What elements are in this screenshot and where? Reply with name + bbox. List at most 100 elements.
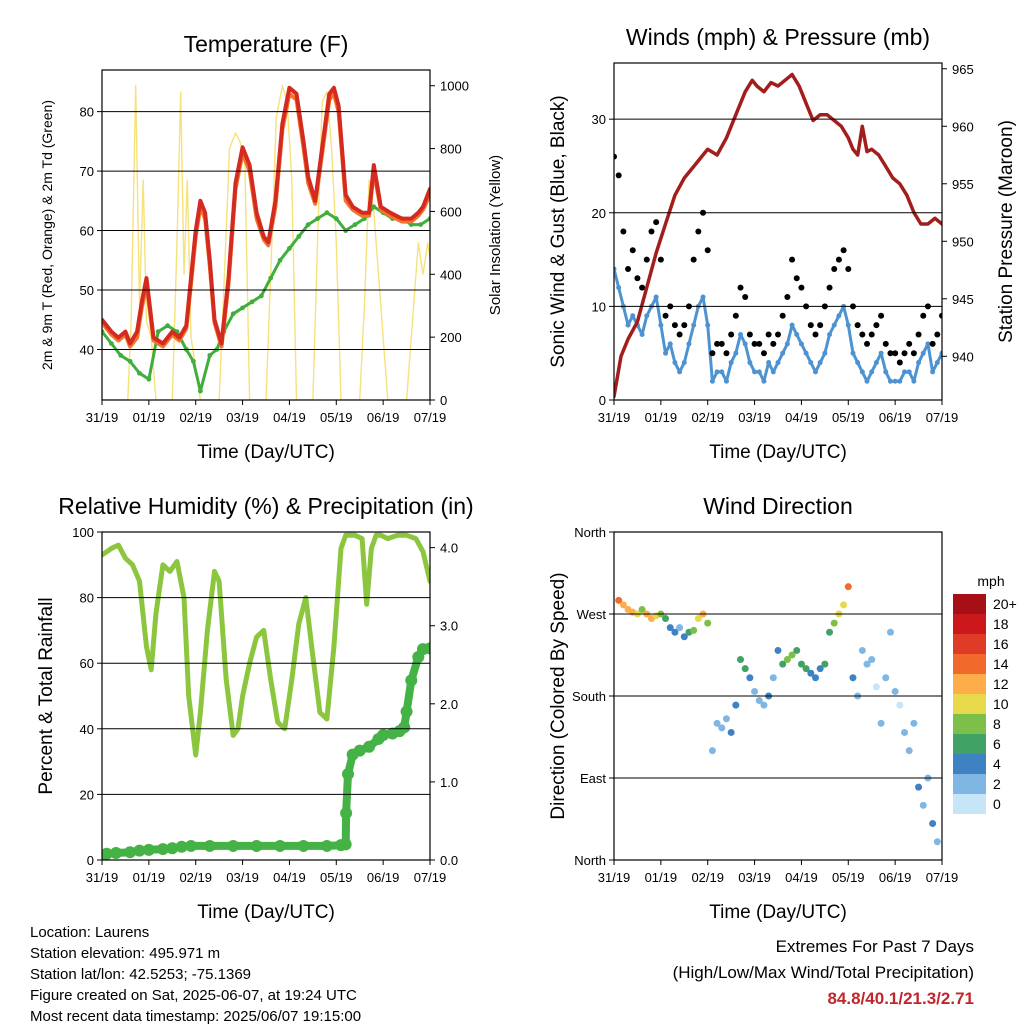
wind-point xyxy=(831,322,837,328)
legend-label: 18 xyxy=(993,616,1009,632)
x-tick-label: 02/19 xyxy=(179,870,212,885)
wind-point xyxy=(789,322,795,328)
dewpoint-point xyxy=(108,341,114,346)
direction-point xyxy=(807,669,815,677)
x-tick-label: 06/19 xyxy=(879,410,912,425)
direction-point xyxy=(755,697,763,705)
chart-title: Winds (mph) & Pressure (mb) xyxy=(626,24,930,50)
wind-point xyxy=(719,369,725,375)
y-right-tick-label: 940 xyxy=(952,349,974,364)
wind-point xyxy=(742,341,748,347)
legend-swatch xyxy=(953,774,986,794)
dewpoint-point xyxy=(249,299,255,305)
wind-point xyxy=(934,360,940,366)
figure-created: Figure created on Sat, 2025-06-07, at 19… xyxy=(30,987,357,1004)
direction-point xyxy=(901,728,909,736)
direction-point xyxy=(638,605,646,613)
gust-point xyxy=(690,256,697,263)
legend-swatch xyxy=(953,614,986,634)
rainfall-point xyxy=(320,839,333,852)
y-right-tick-label: 945 xyxy=(952,292,974,307)
wind-point xyxy=(780,350,786,356)
wind-point xyxy=(845,322,851,328)
y-right-tick-label: 0.0 xyxy=(440,853,458,868)
dewpoint-point xyxy=(146,376,152,382)
series-relative-humidity xyxy=(102,532,430,758)
rainfall-point xyxy=(124,846,137,859)
gust-point xyxy=(629,247,636,254)
direction-point xyxy=(797,660,805,668)
gust-point xyxy=(676,331,683,338)
gust-point xyxy=(765,331,772,338)
legend-label: 2 xyxy=(993,776,1001,792)
rainfall-point xyxy=(342,768,354,781)
direction-point xyxy=(905,747,913,755)
legend-swatch xyxy=(953,594,986,614)
wind-point xyxy=(827,331,833,337)
y-axis-label: Direction (Colored By Speed) xyxy=(548,572,569,819)
y-tick-label: 20 xyxy=(592,206,606,221)
legend-swatch xyxy=(953,794,986,814)
wind-point xyxy=(766,360,772,366)
dewpoint-point xyxy=(333,216,339,222)
wind-point xyxy=(878,350,884,356)
gust-point xyxy=(868,331,875,338)
direction-point xyxy=(671,628,679,636)
wind-point xyxy=(925,341,931,347)
legend-label: 10 xyxy=(993,696,1009,712)
direction-point xyxy=(680,633,688,641)
x-axis-label: Time (Day/UTC) xyxy=(197,902,335,923)
gust-point xyxy=(746,331,753,338)
station-info: Location: Laurens Station elevation: 495… xyxy=(30,922,361,1027)
gust-point xyxy=(615,172,622,179)
legend-label: 4 xyxy=(993,756,1001,772)
wind-point xyxy=(677,369,683,375)
dewpoint-point xyxy=(268,275,274,281)
wind-point xyxy=(911,378,917,384)
direction-point xyxy=(676,624,684,632)
gust-point xyxy=(784,294,791,301)
legend-label: 12 xyxy=(993,676,1009,692)
wind-point xyxy=(883,369,889,375)
rainfall-point xyxy=(102,847,113,860)
wind-point xyxy=(728,360,734,366)
gust-point xyxy=(793,275,800,282)
plot-area-winds xyxy=(614,72,942,399)
y-right-tick-label: 800 xyxy=(440,142,462,157)
y-tick-label: 40 xyxy=(80,342,94,357)
gust-point xyxy=(845,265,852,272)
wind-point xyxy=(747,360,753,366)
gust-point xyxy=(671,322,678,329)
wind-point xyxy=(784,341,790,347)
direction-point xyxy=(690,626,698,634)
gust-point xyxy=(737,284,744,291)
direction-point xyxy=(769,674,777,682)
gust-point xyxy=(920,312,927,319)
gust-point xyxy=(723,350,730,357)
series-station-pressure xyxy=(614,72,942,399)
wind-point xyxy=(803,350,809,356)
gust-point xyxy=(775,331,781,338)
x-tick-label: 03/19 xyxy=(738,410,771,425)
direction-point xyxy=(722,715,730,723)
legend-swatch xyxy=(953,654,986,674)
rainfall-point xyxy=(227,839,240,852)
direction-point xyxy=(662,615,670,623)
gust-point xyxy=(732,312,739,319)
legend-swatch xyxy=(953,634,986,654)
y-tick-label: 80 xyxy=(80,591,94,606)
dewpoint-point xyxy=(230,311,236,317)
wind-point xyxy=(855,360,861,366)
x-tick-label: 02/19 xyxy=(691,870,724,885)
direction-point xyxy=(896,701,904,709)
gust-point xyxy=(840,247,847,254)
x-tick-label: 31/19 xyxy=(86,410,119,425)
direction-point xyxy=(816,665,824,673)
x-tick-label: 06/19 xyxy=(879,870,912,885)
wind-point xyxy=(916,360,922,366)
wind-point xyxy=(686,341,692,347)
gust-point xyxy=(882,340,889,347)
wind-point xyxy=(770,369,776,375)
rainfall-point xyxy=(339,838,352,851)
